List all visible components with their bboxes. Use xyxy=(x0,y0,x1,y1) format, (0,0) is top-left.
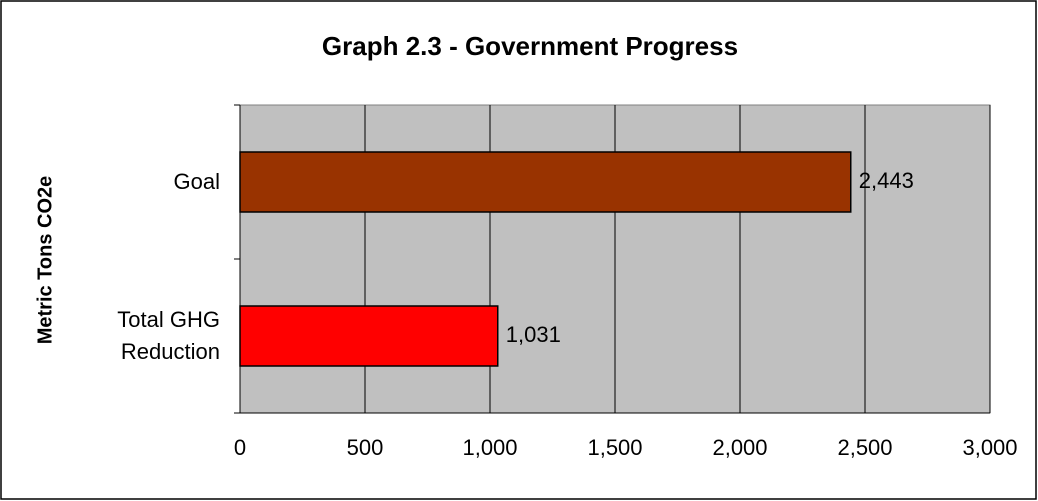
x-tick-label: 2,500 xyxy=(837,435,892,460)
y-tick-label: Total GHG Reduction xyxy=(117,307,220,364)
x-tick-label: 1,000 xyxy=(462,435,517,460)
value-label: 1,031 xyxy=(506,322,561,347)
x-tick-label: 1,500 xyxy=(587,435,642,460)
x-tick-label: 0 xyxy=(234,435,246,460)
chart-title: Graph 2.3 - Government Progress xyxy=(322,31,738,61)
bar xyxy=(239,151,852,213)
x-tick-label: 2,000 xyxy=(712,435,767,460)
value-label: 2,443 xyxy=(859,168,914,193)
y-axis-label: Metric Tons CO2e xyxy=(34,176,56,345)
y-tick-label: Goal xyxy=(173,169,220,194)
x-tick-label: 3,000 xyxy=(962,435,1017,460)
bar xyxy=(239,305,499,367)
x-tick-label: 500 xyxy=(347,435,384,460)
